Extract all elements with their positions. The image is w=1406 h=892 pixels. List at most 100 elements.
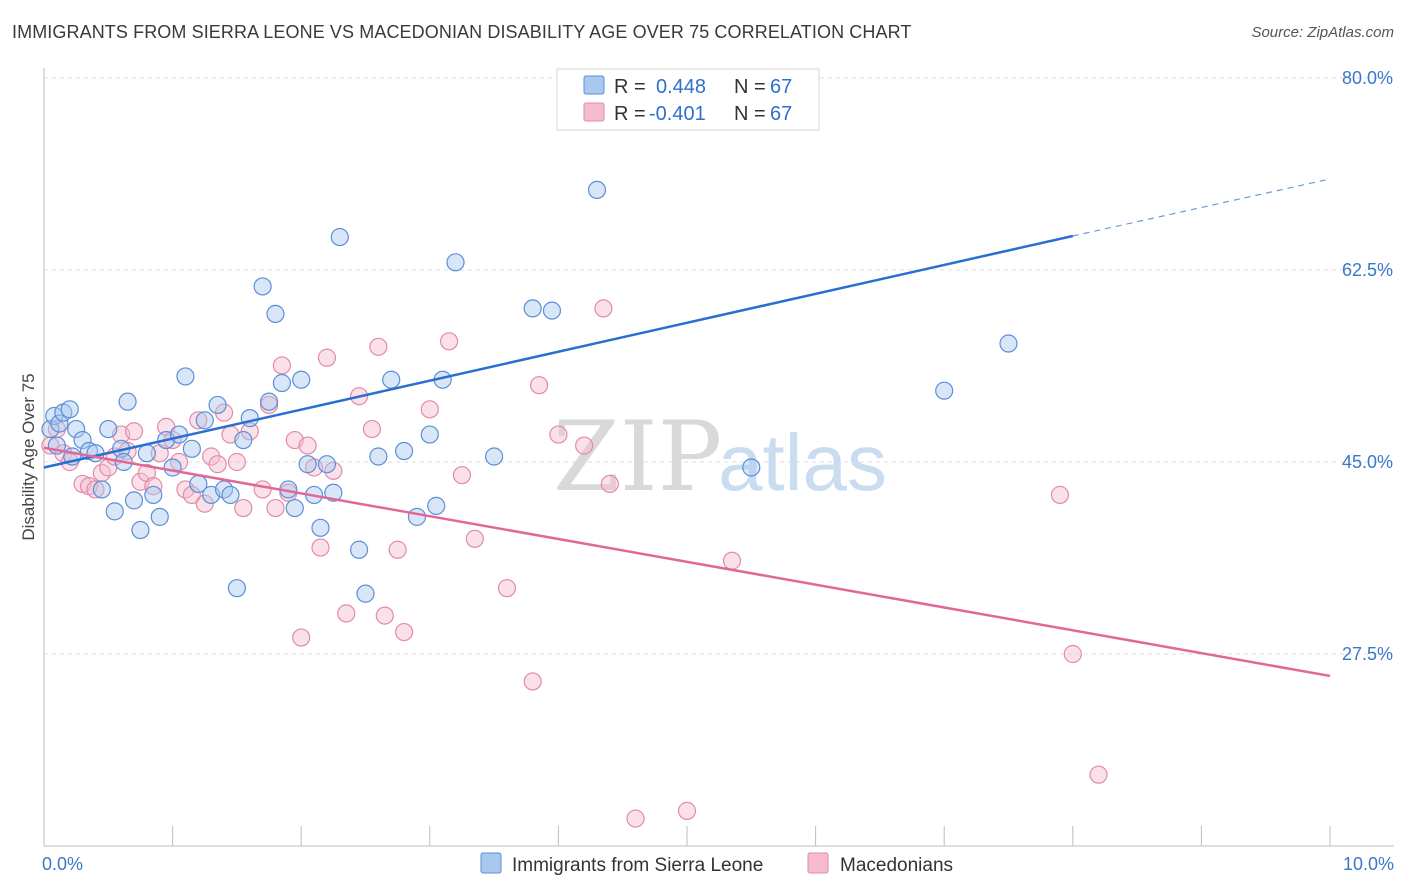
series-macedonians-points <box>41 299 1108 828</box>
legend-n-value-2: 67 <box>770 103 792 125</box>
bottom-legend-label-macedonians: Macedonians <box>840 855 953 876</box>
sierra-leone-point <box>67 419 86 439</box>
y-axis-label: Disability Age Over 75 <box>19 373 38 540</box>
sierra-leone-point <box>324 483 343 502</box>
macedonians-point <box>266 498 285 518</box>
sierra-leone-point <box>382 370 401 389</box>
sierra-leone-point <box>311 518 330 537</box>
macedonians-point <box>420 400 439 419</box>
x-axis-ticks <box>172 826 1331 846</box>
trend-lines <box>43 178 1331 678</box>
x-tick-label-min: 0.0% <box>42 854 83 874</box>
legend-swatch-blue <box>583 75 605 95</box>
sierra-leone-point <box>317 455 337 474</box>
macedonians-point <box>272 356 292 375</box>
macedonians-point <box>549 425 568 444</box>
x-tick-label-max: 10.0% <box>1343 854 1394 874</box>
sierra-leone-point <box>542 301 562 320</box>
macedonians-point <box>1050 485 1070 505</box>
macedonians-point <box>208 455 227 474</box>
macedonians-point <box>292 628 311 647</box>
macedonians-point <box>394 622 414 642</box>
sierra-leone-point <box>330 227 349 247</box>
sierra-leone-point <box>150 507 169 526</box>
sierra-leone-point <box>742 458 761 477</box>
sierra-leone-point <box>234 430 253 450</box>
sierra-leone-point <box>124 491 144 510</box>
sierra-leone-point <box>131 520 150 540</box>
bottom-legend-swatch-blue <box>480 852 502 874</box>
legend-n-value-1: 67 <box>770 76 792 98</box>
macedonians-point <box>317 348 337 367</box>
macedonians-point <box>465 529 484 548</box>
macedonians-point <box>594 299 613 318</box>
sierra-leone-point <box>369 447 388 466</box>
sierra-leone-point <box>285 498 304 518</box>
legend-r-value-1: 0.448 <box>656 76 706 98</box>
sierra-leone-point <box>92 480 111 499</box>
trend-line-macedonians <box>43 446 1331 678</box>
macedonians-point <box>234 498 253 518</box>
sierra-leone-point <box>144 485 163 505</box>
y-tick-label: 80.0% <box>1342 68 1393 88</box>
sierra-leone-point <box>999 334 1018 353</box>
sierra-leone-point <box>356 584 375 603</box>
y-tick-label: 27.5% <box>1342 644 1393 664</box>
sierra-leone-point <box>485 447 504 466</box>
macedonians-point <box>124 422 144 441</box>
sierra-leone-point <box>272 373 292 393</box>
y-tick-label: 45.0% <box>1342 452 1393 472</box>
sierra-leone-point <box>208 395 227 415</box>
sierra-leone-point <box>227 579 246 598</box>
macedonians-point <box>530 376 549 395</box>
macedonians-point <box>311 538 330 557</box>
sierra-leone-point <box>523 299 542 318</box>
sierra-leone-point <box>176 367 195 386</box>
sierra-leone-point <box>163 458 182 477</box>
chart-title: IMMIGRANTS FROM SIERRA LEONE VS MACEDONI… <box>12 22 912 42</box>
trend-line-sierra-leone-extension <box>1072 178 1331 237</box>
sierra-leone-point <box>587 180 607 200</box>
macedonians-point <box>600 474 619 494</box>
macedonians-point <box>523 672 542 691</box>
macedonians-point <box>626 809 645 828</box>
macedonians-point <box>677 801 697 820</box>
legend-r-label-2: R = <box>614 103 646 125</box>
correlation-legend: R = 0.448 N = 67 R = -0.401 N = 67 <box>556 68 820 131</box>
macedonians-point <box>86 480 105 499</box>
sierra-leone-point <box>420 425 439 444</box>
sierra-leone-point <box>394 441 414 461</box>
sierra-leone-point <box>182 439 201 458</box>
sierra-leone-point <box>118 392 137 411</box>
trend-line-sierra-leone <box>43 234 1074 469</box>
sierra-leone-point <box>407 507 427 526</box>
legend-n-label-2: N = <box>734 103 766 125</box>
bottom-legend-swatch-pink <box>807 852 829 874</box>
macedonians-point <box>369 337 388 356</box>
legend-r-value-2: -0.401 <box>649 103 706 125</box>
macedonians-point <box>452 466 472 485</box>
macedonians-point <box>1089 765 1108 784</box>
macedonians-point <box>324 461 343 480</box>
sierra-leone-point <box>137 444 156 463</box>
macedonians-point <box>182 485 201 505</box>
sierra-leone-point <box>259 392 279 411</box>
sierra-leone-point <box>935 381 954 400</box>
macedonians-point <box>362 419 382 439</box>
sierra-leone-point <box>292 370 311 389</box>
macedonians-point <box>227 452 246 472</box>
sierra-leone-point <box>253 277 272 296</box>
sierra-leone-point <box>99 419 118 439</box>
sierra-leone-point <box>446 253 465 272</box>
sierra-leone-point <box>266 304 285 323</box>
macedonians-point <box>439 332 459 351</box>
legend-n-label-1: N = <box>734 76 766 98</box>
source-label: Source: ZipAtlas.com <box>1251 24 1394 41</box>
sierra-leone-point <box>195 411 214 430</box>
series-sierra-leone-points <box>41 104 1018 603</box>
sierra-leone-point <box>73 430 92 450</box>
series-legend: Immigrants from Sierra Leone Macedonians <box>480 852 953 876</box>
y-tick-labels: 27.5% 45.0% 62.5% 80.0% <box>1342 68 1393 664</box>
macedonians-point <box>388 540 407 559</box>
